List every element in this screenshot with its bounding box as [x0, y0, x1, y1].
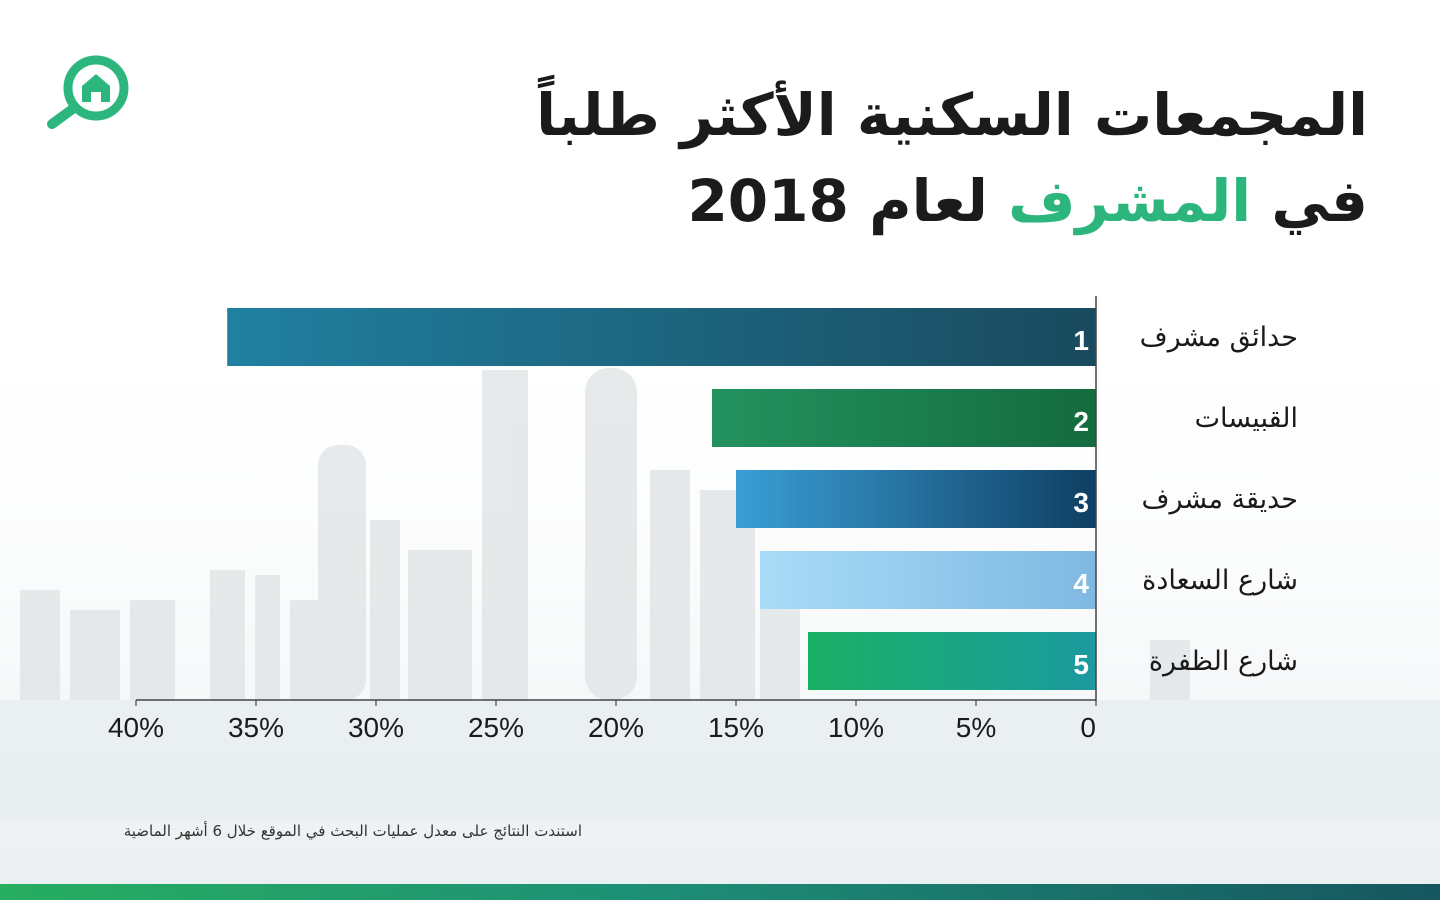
title-line-2: في المشرف لعام 2018 — [468, 158, 1368, 244]
bar-2 — [712, 389, 1096, 447]
x-tick-label: 25% — [468, 712, 524, 743]
category-label: شارع الظفرة — [1149, 646, 1298, 677]
title-line-1: المجمعات السكنية الأكثر طلباً — [536, 81, 1368, 149]
home-search-logo-icon — [47, 55, 129, 129]
bar-3 — [736, 470, 1096, 528]
x-tick-label: 15% — [708, 712, 764, 743]
bar-rank-label: 3 — [1073, 487, 1089, 518]
bar-rank-label: 1 — [1073, 325, 1089, 356]
x-tick-label: 5% — [956, 712, 996, 743]
category-label: شارع السعادة — [1142, 565, 1298, 596]
bar-rank-label: 4 — [1073, 568, 1089, 599]
bar-4 — [760, 551, 1096, 609]
x-tick-label: 35% — [228, 712, 284, 743]
x-tick-label: 30% — [348, 712, 404, 743]
bar-1 — [227, 308, 1096, 366]
category-label: حديقة مشرف — [1141, 484, 1298, 515]
bar-5 — [808, 632, 1096, 690]
title-line-2-suffix: لعام 2018 — [687, 167, 988, 235]
x-tick-label: 0 — [1080, 712, 1096, 743]
bar-rank-label: 2 — [1073, 406, 1089, 437]
x-tick-label: 20% — [588, 712, 644, 743]
x-tick-label: 40% — [108, 712, 164, 743]
title-line-2-accent: المشرف — [1008, 167, 1252, 235]
bar-rank-label: 5 — [1073, 649, 1089, 680]
footnote: استندت النتائج على معدل عمليات البحث في … — [123, 822, 582, 840]
x-tick-label: 10% — [828, 712, 884, 743]
page-title: المجمعات السكنية الأكثر طلباً في المشرف … — [468, 72, 1368, 244]
category-label: حدائق مشرف — [1140, 322, 1298, 353]
title-line-2-prefix: في — [1271, 167, 1368, 235]
bottom-accent-bar — [0, 884, 1440, 900]
category-label: القبيسات — [1195, 403, 1298, 434]
